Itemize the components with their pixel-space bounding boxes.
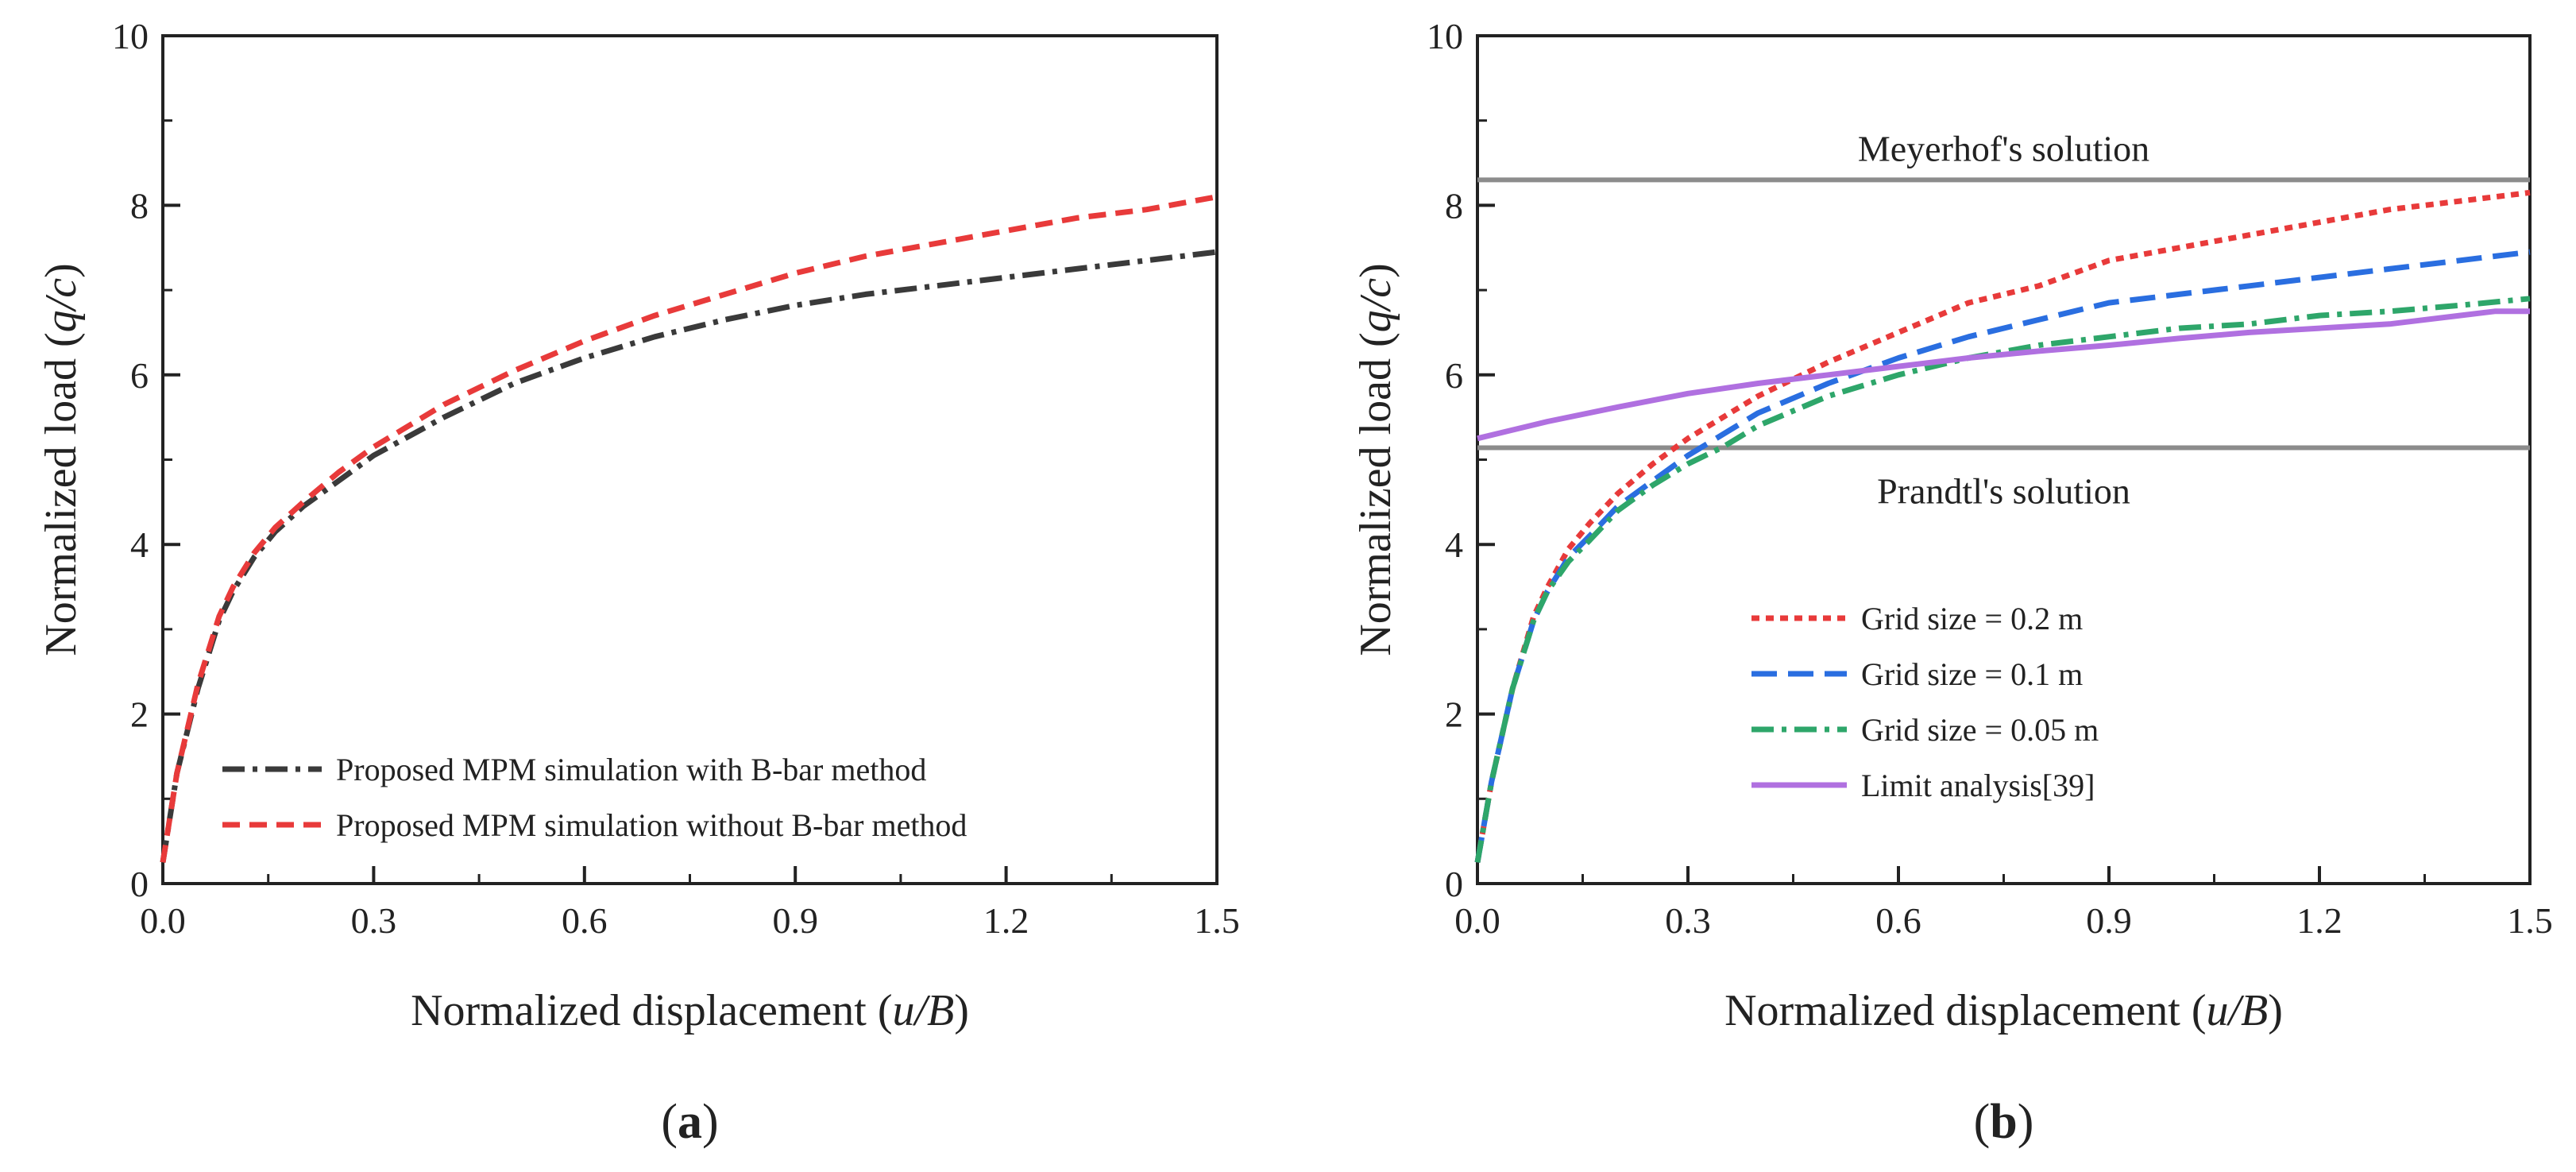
y-tick-label: 0 bbox=[130, 864, 149, 904]
x-tick-label: 0.6 bbox=[1875, 900, 1921, 941]
reference-line-label: Meyerhof's solution bbox=[1858, 128, 2149, 168]
x-axis-label: Normalized displacement (u/B) bbox=[1724, 986, 2283, 1035]
series-line bbox=[160, 249, 1218, 863]
y-tick-label: 6 bbox=[1445, 355, 1463, 396]
series-line bbox=[1474, 296, 2531, 863]
x-tick-label: 1.5 bbox=[1194, 900, 1240, 941]
x-tick-label: 0.6 bbox=[562, 900, 608, 941]
legend-label: Limit analysis[39] bbox=[1861, 768, 2095, 803]
y-tick-label: 4 bbox=[130, 524, 149, 565]
y-tick-label: 8 bbox=[1445, 185, 1463, 226]
y-axis-label: Normalized load (q/c) bbox=[1351, 263, 1400, 656]
x-tick-label: 1.2 bbox=[983, 900, 1029, 941]
y-tick-label: 6 bbox=[130, 355, 149, 396]
x-tick-label: 0.9 bbox=[772, 900, 818, 941]
series-line bbox=[160, 194, 1218, 863]
series-line bbox=[1477, 308, 2530, 442]
x-tick-label: 0.9 bbox=[2086, 900, 2132, 941]
legend-label: Proposed MPM simulation without B-bar me… bbox=[336, 807, 967, 843]
x-tick-label: 0.0 bbox=[140, 900, 186, 941]
y-tick-label: 2 bbox=[130, 694, 149, 735]
legend-label: Proposed MPM simulation with B-bar metho… bbox=[336, 752, 926, 787]
y-tick-label: 0 bbox=[1445, 864, 1463, 904]
panel-b: 0.0 0.3 0.6 0.9 1.2 1.5 0 2 4 6 8 10 Normalized disp… bbox=[1351, 16, 2553, 1149]
x-tick-label: 0.3 bbox=[351, 900, 397, 941]
legend-label: Grid size = 0.05 m bbox=[1861, 712, 2099, 748]
x-tick-label: 0.0 bbox=[1454, 900, 1500, 941]
x-tick-label: 1.5 bbox=[2507, 900, 2553, 941]
panel-label: (b) bbox=[1974, 1095, 2034, 1149]
x-axis-label: Normalized displacement (u/B) bbox=[411, 986, 969, 1035]
y-tick-label: 2 bbox=[1445, 694, 1463, 735]
series-line bbox=[1474, 189, 2531, 863]
x-tick-label: 1.2 bbox=[2296, 900, 2342, 941]
x-tick-label: 0.3 bbox=[1665, 900, 1711, 941]
panel-a: 0.0 0.3 0.6 0.9 1.2 1.5 0 2 4 6 8 10 Normalized disp… bbox=[37, 16, 1240, 1149]
panel-label: (a) bbox=[661, 1095, 718, 1149]
reference-line-label: Prandtl's solution bbox=[1877, 471, 2130, 512]
legend-label: Grid size = 0.2 m bbox=[1861, 601, 2083, 636]
legend-label: Grid size = 0.1 m bbox=[1861, 656, 2083, 692]
y-tick-label: 4 bbox=[1445, 524, 1463, 565]
y-axis-label: Normalized load (q/c) bbox=[37, 263, 86, 656]
y-tick-label: 10 bbox=[112, 16, 149, 56]
y-tick-label: 10 bbox=[1427, 16, 1463, 56]
y-tick-label: 8 bbox=[130, 185, 149, 226]
